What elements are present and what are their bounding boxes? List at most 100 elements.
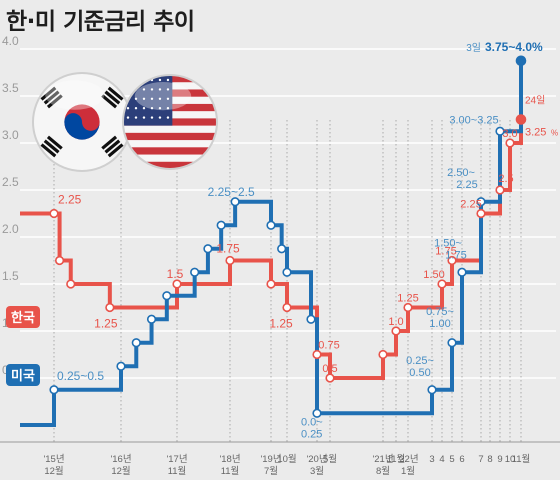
data-label-korea: 1.5 xyxy=(167,267,184,281)
x-tick-label: 11월 xyxy=(168,465,187,477)
x-tick-label: 3월 xyxy=(310,465,324,477)
data-point-korea xyxy=(495,185,505,195)
data-label-usa: 1.50~ xyxy=(434,237,462,249)
y-tick-label: 2.5 xyxy=(2,175,19,189)
data-point-usa xyxy=(116,361,126,371)
data-point-usa xyxy=(515,55,527,67)
x-tick-label: 6 xyxy=(459,454,464,465)
data-point-usa xyxy=(312,408,322,418)
data-label-usa: 3.00~3.25 xyxy=(449,114,498,126)
data-label-usa: 0.0~ xyxy=(301,416,323,428)
data-label-usa: 0.25 xyxy=(301,428,322,440)
data-point-usa xyxy=(282,267,292,277)
data-label-usa: 1.75 xyxy=(445,249,466,261)
data-point-korea xyxy=(476,208,486,219)
x-tick-label: 9 xyxy=(497,454,502,465)
data-label-usa: 0.25~ xyxy=(406,355,434,367)
x-tick-label: '22년 xyxy=(397,454,418,465)
data-label-usa: 3일 xyxy=(466,42,481,54)
data-label-korea: 24일 xyxy=(525,95,545,107)
data-point-korea xyxy=(403,302,413,313)
x-tick-label: 8월 xyxy=(376,465,390,477)
x-tick-label: 8 xyxy=(487,454,492,465)
data-point-usa xyxy=(216,220,226,230)
data-label-korea: 1.25 xyxy=(94,317,118,331)
data-point-usa xyxy=(457,267,467,277)
data-point-usa xyxy=(49,385,59,395)
data-point-korea xyxy=(105,302,115,313)
x-tick-label: 10 xyxy=(505,454,516,465)
y-tick-label: 4.0 xyxy=(2,34,19,48)
data-point-korea xyxy=(266,279,276,289)
data-label-usa: 0.75~ xyxy=(426,306,454,318)
usa-flag-icon xyxy=(122,74,218,170)
data-point-korea xyxy=(282,302,292,313)
data-point-korea xyxy=(391,326,401,336)
data-point-usa xyxy=(427,385,437,395)
data-point-usa xyxy=(266,220,276,230)
data-label-korea: 1.75 xyxy=(216,242,240,256)
data-point-korea xyxy=(172,279,182,289)
data-label-usa: 0.50 xyxy=(409,367,430,379)
data-point-usa xyxy=(146,314,157,324)
data-point-usa xyxy=(495,126,505,136)
x-tick-label: 12월 xyxy=(44,465,63,477)
data-point-korea xyxy=(49,208,59,219)
data-label-usa: 0.25~0.5 xyxy=(57,369,104,383)
x-tick-label: 5 xyxy=(449,454,454,465)
x-tick-label: 7월 xyxy=(264,465,278,477)
x-tick-label: 11월 xyxy=(512,453,531,465)
data-point-usa xyxy=(131,338,141,348)
legend-swatch-usa xyxy=(6,364,40,386)
x-tick-label: 7 xyxy=(478,454,483,465)
data-label-usa: 3.75~4.0% xyxy=(485,40,543,54)
x-tick-label: 5월 xyxy=(323,453,337,465)
legend-swatch-korea xyxy=(6,306,40,328)
data-label-korea: 2.25 xyxy=(58,193,82,207)
data-label-usa: 2.25~2.5 xyxy=(208,185,255,199)
page-title: 한·미 기준금리 추이 xyxy=(6,9,195,35)
x-tick-label: '20년 xyxy=(306,454,327,465)
data-label-korea: 1.25 xyxy=(397,293,418,305)
x-tick-label: 10월 xyxy=(277,453,296,465)
x-tick-label: '15년 xyxy=(43,454,64,465)
x-tick-label: '18년 xyxy=(219,454,240,465)
x-tick-label: 11월 xyxy=(221,465,240,477)
data-label-korea: 1.75 xyxy=(435,246,456,258)
x-tick-label: 4 xyxy=(439,454,444,465)
data-point-korea xyxy=(66,279,76,289)
y-tick-label: 3.0 xyxy=(2,128,19,142)
x-tick-label: '19년 xyxy=(260,454,281,465)
data-point-usa xyxy=(162,291,172,301)
y-tick-label: 1.5 xyxy=(2,269,19,283)
legend-label-usa: 미국 xyxy=(11,368,35,383)
data-label-usa: 2.50~ xyxy=(447,167,475,179)
x-tick-label: 11월 xyxy=(387,453,406,465)
data-label-usa: 1.00 xyxy=(429,318,450,330)
data-point-usa xyxy=(447,338,457,348)
data-label-korea: 2.25 xyxy=(460,199,481,211)
y-tick-label: 2.0 xyxy=(2,222,19,236)
data-point-korea xyxy=(505,138,515,148)
data-point-korea xyxy=(54,255,65,266)
data-point-korea xyxy=(225,255,235,266)
x-tick-label: '16년 xyxy=(110,454,131,465)
legend-label-korea: 한국 xyxy=(11,310,35,325)
data-label-korea: 1.25 xyxy=(269,317,293,331)
data-label-korea: 2.5 xyxy=(498,173,513,185)
data-label-korea: 1.0 xyxy=(388,316,403,328)
data-label-korea: 0.5 xyxy=(322,363,337,375)
data-point-usa xyxy=(306,314,316,324)
y-tick-label: 3.5 xyxy=(2,81,19,95)
x-tick-label: '21년 xyxy=(372,454,393,465)
data-point-korea xyxy=(378,349,388,360)
data-point-korea xyxy=(437,279,447,289)
data-point-usa xyxy=(203,244,213,254)
data-point-korea xyxy=(312,349,322,360)
data-point-usa xyxy=(190,267,200,277)
data-point-korea xyxy=(515,114,527,125)
data-label-korea: 3.25 xyxy=(525,127,546,139)
x-tick-label: 3 xyxy=(429,454,434,465)
